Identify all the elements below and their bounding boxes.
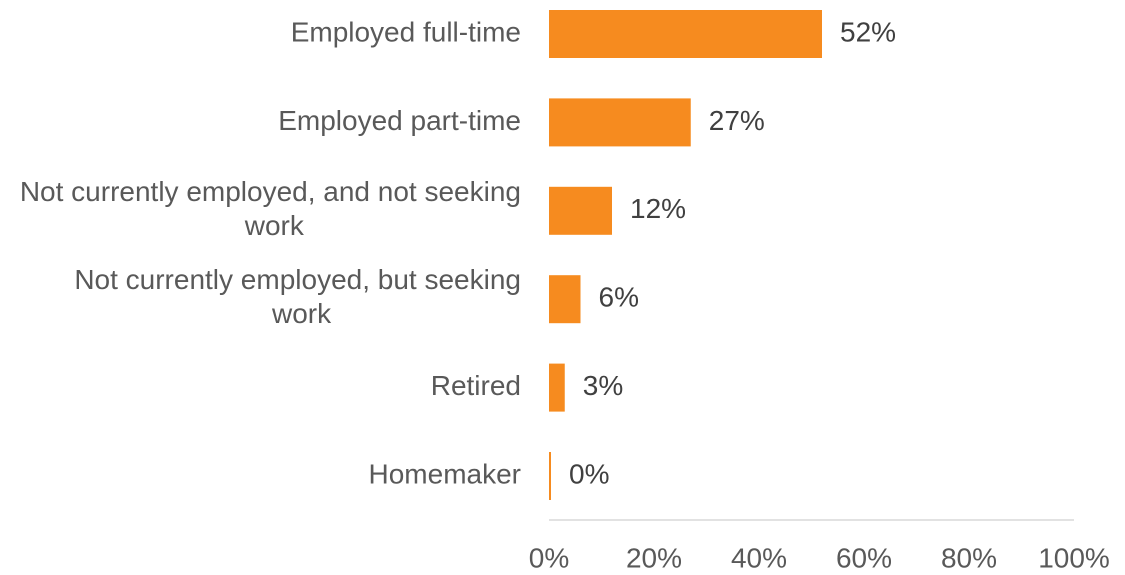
bar [549,363,565,412]
x-tick-label: 0% [529,542,569,573]
bar [549,452,551,500]
y-tick-label: Employed full-time [291,16,521,47]
y-tick-label: Not currently employed, and not seeking … [20,176,521,241]
x-tick-label: 20% [626,542,682,573]
x-tick-label: 60% [836,542,892,573]
x-tick-label: 80% [941,542,997,573]
x-tick-label: 40% [731,542,787,573]
bar [549,98,691,147]
y-tick-label: Retired [431,370,521,401]
bar [549,186,612,235]
x-tick-label: 100% [1038,542,1110,573]
bar [549,275,581,324]
data-label: 3% [583,370,623,401]
data-label: 27% [709,105,765,136]
bar [549,10,822,58]
data-label: 6% [599,282,639,313]
data-label: 12% [630,193,686,224]
y-tick-label: Homemaker [369,458,521,489]
y-tick-label: Not currently employed, but seeking work [74,265,521,330]
y-tick-label: Employed part-time [278,105,521,136]
data-label: 52% [840,16,896,47]
data-label: 0% [569,458,609,489]
